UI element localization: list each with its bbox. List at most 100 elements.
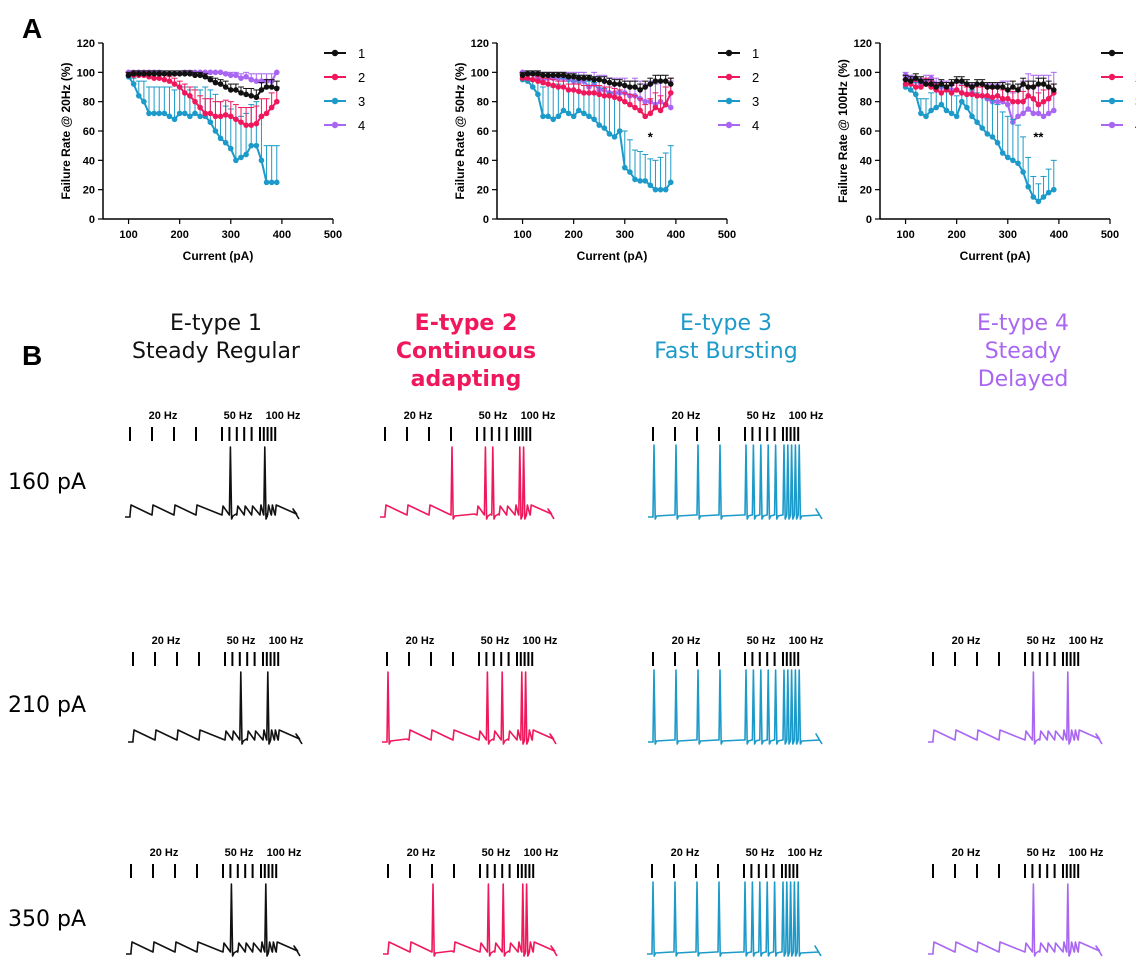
freq-label: 50 Hz <box>747 635 776 647</box>
x-tick-label: 200 <box>564 229 582 241</box>
data-point <box>253 120 260 127</box>
data-point <box>248 76 255 83</box>
y-tick-label: 80 <box>83 97 95 109</box>
data-point <box>616 81 623 87</box>
data-point <box>958 90 965 96</box>
legend-label: 1 <box>752 46 759 61</box>
data-point <box>197 104 203 111</box>
etype-headers: E-type 1 Steady Regular E-type 2 Continuous… <box>132 311 1069 392</box>
series-2 <box>519 73 674 120</box>
etype-line: Continuous <box>396 339 536 364</box>
data-point <box>222 139 229 146</box>
legend-label: 1 <box>358 46 365 61</box>
data-point <box>161 71 168 77</box>
data-point <box>258 87 265 93</box>
data-point <box>227 145 234 152</box>
x-tick-label: 100 <box>896 229 914 241</box>
data-point <box>1020 169 1026 175</box>
legend-marker <box>1108 121 1116 129</box>
data-point <box>545 113 551 120</box>
data-point <box>545 72 551 79</box>
data-point <box>171 81 178 87</box>
data-point <box>953 113 960 120</box>
data-point <box>918 110 924 117</box>
data-point <box>632 84 638 90</box>
data-point <box>222 84 229 90</box>
data-point <box>1040 81 1047 87</box>
data-point <box>156 75 163 81</box>
data-point <box>565 110 572 117</box>
data-point <box>984 93 991 99</box>
etype-header-2: E-type 2 Continuous adapting <box>396 311 536 392</box>
y-tick-label: 40 <box>83 155 95 167</box>
y-tick-label: 0 <box>866 214 872 226</box>
data-point <box>227 72 234 79</box>
data-point <box>596 122 603 128</box>
data-point <box>621 82 628 89</box>
legend-label: 4 <box>358 118 365 133</box>
data-point <box>596 91 603 98</box>
data-point <box>647 182 654 189</box>
data-point <box>166 78 173 84</box>
freq-label: 100 Hz <box>523 635 558 647</box>
legend-marker <box>725 121 733 129</box>
data-point <box>621 98 628 105</box>
x-tick-label: 100 <box>513 229 531 241</box>
freq-label: 50 Hz <box>224 410 253 422</box>
data-point <box>212 69 219 76</box>
legend-marker <box>331 121 339 129</box>
data-point <box>227 87 234 93</box>
data-point <box>192 98 198 105</box>
x-tick-label: 400 <box>1050 229 1068 241</box>
data-point <box>535 71 541 77</box>
data-point <box>943 107 950 114</box>
data-point <box>545 81 551 87</box>
data-point <box>1050 87 1057 93</box>
voltage-trace <box>928 883 1103 957</box>
current-label: 160 pA <box>8 470 86 495</box>
freq-label: 20 Hz <box>671 847 700 859</box>
data-point <box>1004 154 1011 161</box>
data-point <box>902 81 909 87</box>
data-point <box>581 75 587 81</box>
legend-label: 2 <box>752 70 759 85</box>
data-point <box>994 84 1001 90</box>
data-point <box>1025 183 1032 190</box>
freq-label: 20 Hz <box>672 410 701 422</box>
data-point <box>212 128 219 134</box>
data-point <box>662 101 669 108</box>
data-point <box>181 90 188 96</box>
data-point <box>243 151 249 158</box>
data-point <box>662 186 669 193</box>
data-point <box>1015 160 1021 167</box>
data-point <box>912 75 919 81</box>
etype-line: Steady Regular <box>132 339 301 364</box>
data-point <box>1030 84 1037 90</box>
data-point <box>969 91 975 98</box>
freq-label: 100 Hz <box>1069 847 1104 859</box>
data-point <box>166 113 173 120</box>
data-point <box>1040 113 1047 120</box>
freq-label: 100 Hz <box>789 635 824 647</box>
series-1 <box>519 70 674 93</box>
data-point <box>125 72 132 79</box>
data-point <box>181 110 188 117</box>
data-point <box>621 164 628 171</box>
data-point <box>1020 98 1026 105</box>
x-axis-label: Current (pA) <box>183 249 254 263</box>
data-point <box>606 93 613 99</box>
trace-block-350-2: 20 Hz 50 Hz 100 Hz <box>383 847 559 957</box>
data-point <box>642 84 649 90</box>
data-point <box>253 142 260 149</box>
data-point <box>948 110 955 117</box>
data-point <box>933 84 940 90</box>
data-point <box>989 94 996 101</box>
y-tick-label: 60 <box>83 126 95 138</box>
freq-label: 50 Hz <box>1027 847 1056 859</box>
data-point <box>912 84 919 90</box>
data-point <box>1004 95 1011 102</box>
data-point <box>273 179 280 186</box>
data-point <box>999 84 1006 90</box>
trace-block-210-1: 20 Hz 50 Hz 100 Hz <box>128 635 304 745</box>
data-point <box>953 78 960 84</box>
